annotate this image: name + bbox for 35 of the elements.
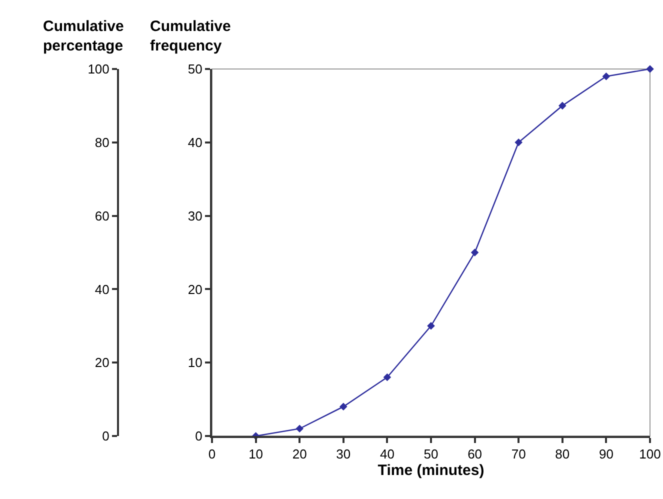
y2-tick-label: 0 bbox=[102, 428, 110, 444]
x-tick-label: 30 bbox=[336, 446, 351, 462]
point bbox=[602, 72, 610, 80]
y2-tick-label: 80 bbox=[94, 134, 110, 150]
y-tick-label: 10 bbox=[188, 355, 202, 370]
y2-tick-label: 40 bbox=[94, 282, 110, 297]
point bbox=[383, 373, 392, 382]
x-tick-label: 80 bbox=[555, 446, 570, 462]
y-tick-label: 0 bbox=[195, 428, 202, 444]
point bbox=[296, 424, 304, 433]
x-tick-label: 70 bbox=[511, 446, 526, 462]
x-tick-label: 40 bbox=[380, 446, 394, 462]
y2-tick-label: 60 bbox=[94, 208, 110, 224]
x-tick-label: 50 bbox=[424, 446, 438, 462]
point bbox=[558, 102, 566, 110]
x-tick-label: 0 bbox=[208, 446, 216, 462]
x-axis-title: Time (minutes) bbox=[378, 462, 484, 480]
x-tick-label: 100 bbox=[639, 446, 661, 462]
y-tick-label: 50 bbox=[188, 62, 202, 77]
x-tick-label: 60 bbox=[468, 446, 482, 462]
y2-axis-title: Cumulative percentage bbox=[43, 18, 124, 54]
y-tick-label: 20 bbox=[188, 282, 202, 297]
y-tick-label: 30 bbox=[188, 208, 202, 224]
x-tick-label: 10 bbox=[248, 446, 264, 462]
point bbox=[514, 138, 522, 146]
y2-tick-label: 100 bbox=[88, 62, 110, 77]
point bbox=[427, 322, 435, 330]
y-tick-label: 40 bbox=[188, 134, 202, 150]
x-tick-label: 20 bbox=[292, 446, 307, 462]
point bbox=[646, 65, 654, 73]
y2-tick-label: 20 bbox=[94, 355, 110, 370]
y-axis-title: Cumulative frequency bbox=[150, 18, 231, 54]
point bbox=[340, 402, 348, 411]
point bbox=[470, 248, 479, 256]
x-tick-label: 90 bbox=[598, 446, 614, 462]
